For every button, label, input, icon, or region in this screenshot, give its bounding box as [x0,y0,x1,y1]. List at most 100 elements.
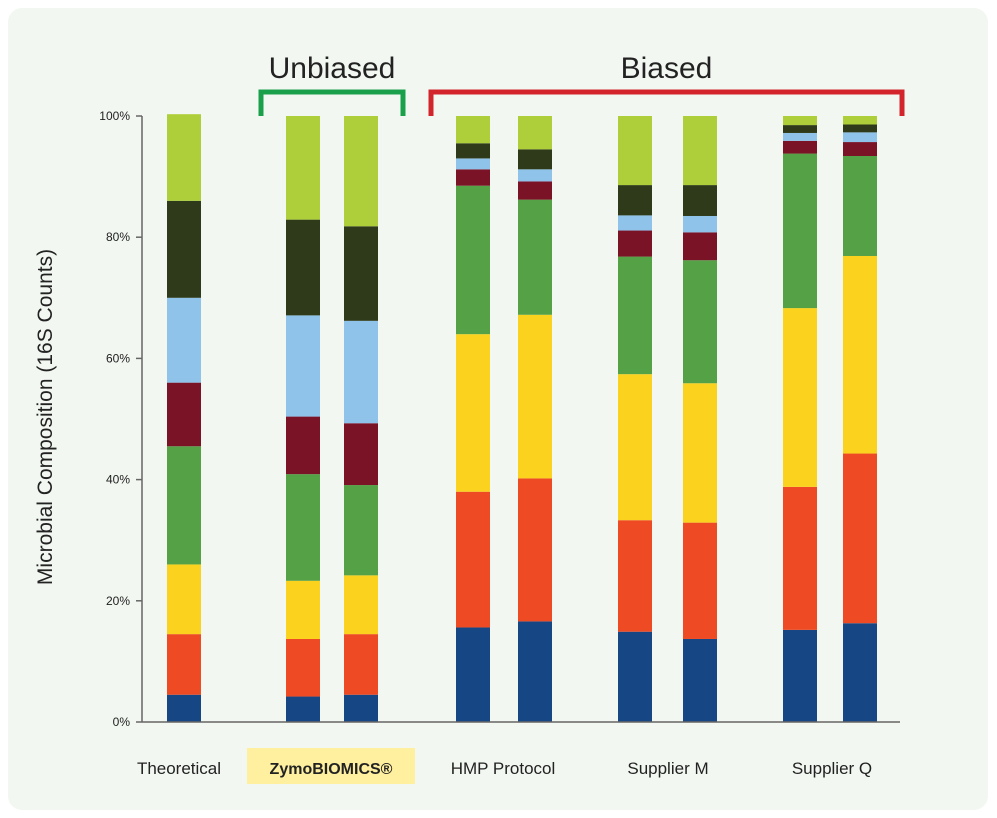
bar-segment [783,140,817,154]
bar-segment [167,200,201,298]
bar-segment [783,308,817,487]
bar-segment [456,143,490,159]
x-tick-label: ZymoBIOMICS® [270,761,393,778]
bar-segment [456,185,490,335]
bar-stack [344,116,378,722]
brackets: Unbiased Biased [258,52,905,116]
bar-segment [843,623,877,722]
bar-segment [618,215,652,231]
bar-segment [618,256,652,375]
highlight-box [247,748,415,784]
bracket-label: Unbiased [269,52,396,85]
bar-stack [286,116,320,722]
x-tick-label: Supplier Q [792,759,872,778]
bar-segment [286,580,320,639]
bar-segment [344,320,378,424]
bar-segment [456,158,490,170]
bar-segment [344,694,378,722]
y-tick-label: 20% [106,594,130,608]
bar-segment [618,185,652,216]
bar-segment [286,416,320,475]
y-tick-label: 80% [106,230,130,244]
bars [167,114,877,722]
x-tick-label: Theoretical [137,759,221,778]
bar-segment [167,694,201,722]
bar-segment [618,230,652,257]
bar-segment [286,696,320,722]
bar-segment [618,520,652,632]
bar-segment [344,423,378,486]
bar-segment [518,116,552,150]
bar-segment [344,226,378,321]
bar-segment [518,169,552,182]
bar-segment [783,153,817,309]
bar-segment [286,219,320,316]
bracket [428,89,905,116]
bar-segment [843,453,877,624]
bar-segment [843,155,877,256]
bar-segment [783,125,817,133]
y-tick-labels: 0% 20% 40% 60% 80% 100% [99,109,142,729]
y-axis-label: Microbial Composition (16S Counts) [34,249,57,585]
bar-segment [456,334,490,492]
x-tick-label: Supplier M [627,759,708,778]
bar-stack [456,116,490,722]
bracket-label: Biased [621,52,713,85]
bar-segment [344,634,378,695]
bar-segment [683,522,717,639]
bar-stack [783,116,817,722]
bar-segment [167,382,201,447]
bar-segment [344,485,378,576]
bar-segment [783,629,817,722]
bar-segment [167,564,201,635]
bar-segment [783,486,817,630]
bar-segment [618,116,652,186]
bracket [258,89,406,116]
bar-segment [683,638,717,722]
bar-segment [843,116,877,125]
bar-segment [518,181,552,200]
bar-segment [518,199,552,315]
bar-segment [286,474,320,581]
bar-stack [167,114,201,722]
bar-segment [843,255,877,454]
bar-segment [456,169,490,186]
bar-segment [344,575,378,635]
bar-segment [683,185,717,216]
bar-segment [843,124,877,133]
bar-segment [286,638,320,697]
bar-segment [783,116,817,126]
bar-segment [618,631,652,722]
bar-segment [286,116,320,220]
y-tick-label: 100% [99,109,130,123]
bar-segment [167,634,201,695]
bar-stack [843,116,877,722]
bar-segment [783,132,817,141]
bar-segment [344,116,378,227]
x-tick-label: HMP Protocol [451,759,556,778]
bar-stack [618,116,652,722]
bar-segment [683,232,717,261]
bar-segment [518,478,552,622]
bar-segment [683,383,717,523]
bar-segment [618,374,652,521]
bar-segment [456,627,490,722]
bar-segment [518,314,552,479]
bar-stack [518,116,552,722]
bar-segment [683,116,717,186]
y-tick-label: 0% [113,715,131,729]
bar-segment [518,621,552,722]
bar-segment [167,297,201,383]
bar-segment [286,315,320,417]
bar-segment [518,149,552,170]
bar-segment [167,446,201,565]
bar-segment [843,132,877,143]
y-tick-label: 40% [106,473,130,487]
bar-segment [683,215,717,233]
bar-segment [843,142,877,156]
bar-segment [456,116,490,144]
x-tick-labels: Theoretical ZymoBIOMICS® HMP Protocol Suppl… [137,748,872,784]
bar-segment [167,114,201,201]
y-axis [141,116,900,723]
